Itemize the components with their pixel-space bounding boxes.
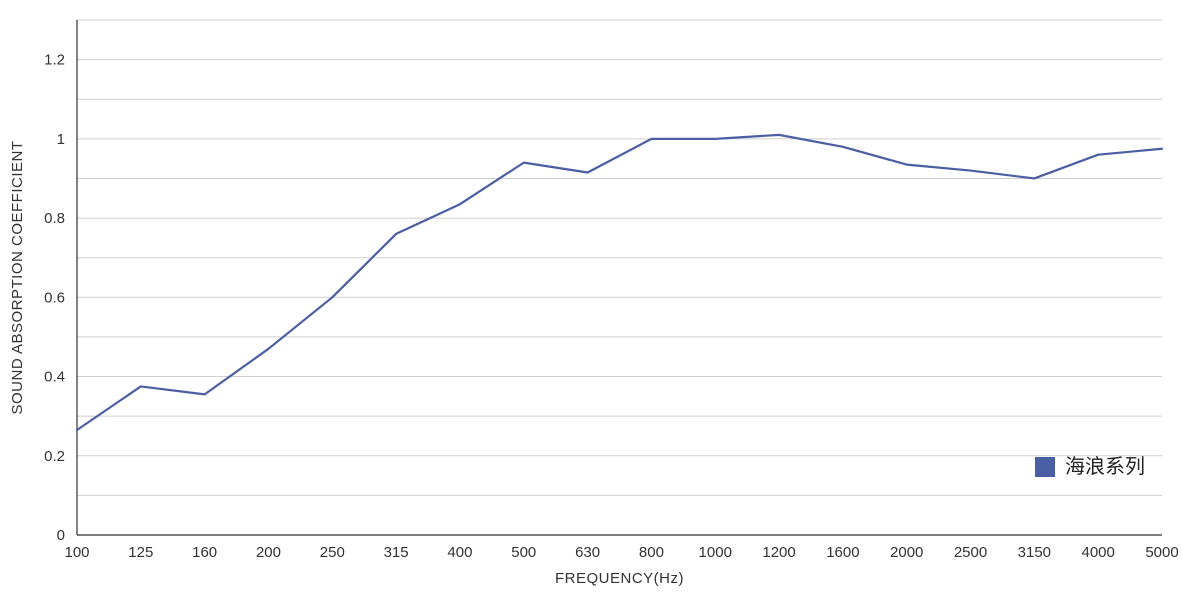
- svg-text:800: 800: [639, 544, 664, 561]
- svg-text:1000: 1000: [699, 544, 732, 561]
- svg-text:2500: 2500: [954, 544, 987, 561]
- svg-text:100: 100: [64, 544, 89, 561]
- svg-text:SOUND ABSORPTION COEFFICIENT: SOUND ABSORPTION COEFFICIENT: [9, 140, 26, 414]
- svg-text:1600: 1600: [826, 544, 859, 561]
- svg-text:315: 315: [384, 544, 409, 561]
- svg-text:1: 1: [57, 131, 65, 148]
- svg-text:200: 200: [256, 544, 281, 561]
- svg-text:1.2: 1.2: [44, 52, 65, 69]
- svg-text:0.4: 0.4: [44, 369, 65, 386]
- svg-text:2000: 2000: [890, 544, 923, 561]
- svg-text:海浪系列: 海浪系列: [1065, 455, 1145, 478]
- svg-text:0: 0: [57, 527, 65, 544]
- svg-text:250: 250: [320, 544, 345, 561]
- absorption-chart: 0 0.2 0.4 0.6 0.8 1 1.2 100 125 160 200 250 315 400 50…: [0, 0, 1182, 603]
- svg-text:3150: 3150: [1018, 544, 1051, 561]
- svg-text:0.6: 0.6: [44, 289, 65, 306]
- svg-text:0.8: 0.8: [44, 210, 65, 227]
- svg-text:FREQUENCY(Hz): FREQUENCY(Hz): [555, 570, 684, 587]
- svg-text:125: 125: [128, 544, 153, 561]
- svg-text:630: 630: [575, 544, 600, 561]
- svg-text:1200: 1200: [762, 544, 795, 561]
- svg-text:160: 160: [192, 544, 217, 561]
- svg-text:5000: 5000: [1145, 544, 1178, 561]
- svg-text:400: 400: [447, 544, 472, 561]
- chart-container: 0 0.2 0.4 0.6 0.8 1 1.2 100 125 160 200 250 315 400 50…: [0, 0, 1182, 603]
- svg-text:500: 500: [511, 544, 536, 561]
- svg-text:0.2: 0.2: [44, 448, 65, 465]
- svg-text:4000: 4000: [1081, 544, 1114, 561]
